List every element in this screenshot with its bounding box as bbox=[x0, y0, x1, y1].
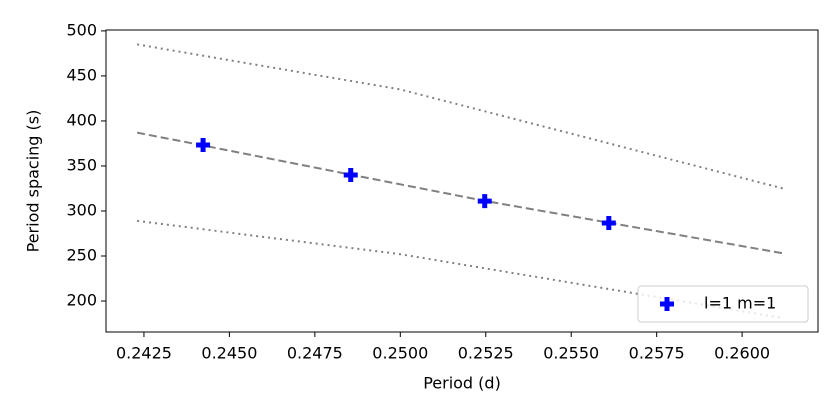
y-tick-label: 450 bbox=[66, 65, 97, 84]
y-tick-label: 200 bbox=[66, 291, 97, 310]
x-tick-label: 0.2575 bbox=[629, 344, 685, 363]
legend-label: l=1 m=1 bbox=[704, 294, 776, 313]
marker bbox=[343, 167, 358, 182]
y-tick-label: 250 bbox=[66, 246, 97, 265]
x-tick-label: 0.2425 bbox=[116, 344, 172, 363]
x-tick-label: 0.2475 bbox=[287, 344, 343, 363]
x-tick-label: 0.2525 bbox=[458, 344, 514, 363]
y-tick-label: 400 bbox=[66, 110, 97, 129]
x-tick-label: 0.2550 bbox=[543, 344, 599, 363]
line bbox=[136, 43, 784, 190]
line bbox=[136, 219, 784, 320]
marker bbox=[601, 215, 616, 230]
legend-marker bbox=[660, 297, 674, 311]
x-tick-label: 0.2450 bbox=[201, 344, 257, 363]
line bbox=[136, 131, 784, 255]
y-tick-label: 500 bbox=[66, 20, 97, 39]
x-tick-label: 0.2600 bbox=[714, 344, 770, 363]
plot-frame bbox=[105, 29, 819, 333]
y-axis-label: Period spacing (s) bbox=[24, 110, 43, 253]
marker bbox=[196, 137, 211, 152]
y-tick-label: 350 bbox=[66, 155, 97, 174]
marker bbox=[477, 194, 492, 209]
legend-box bbox=[637, 285, 809, 323]
x-tick-label: 0.2500 bbox=[372, 344, 428, 363]
y-tick-label: 300 bbox=[66, 200, 97, 219]
x-axis-label: Period (d) bbox=[423, 374, 501, 393]
